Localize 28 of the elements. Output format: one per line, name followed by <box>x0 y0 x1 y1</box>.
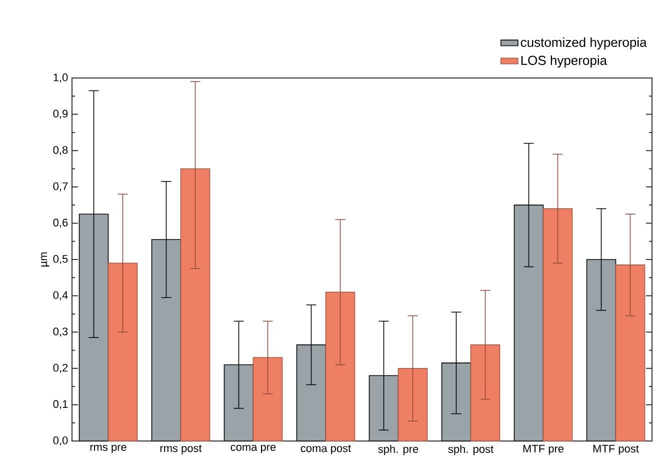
bar <box>615 264 646 442</box>
legend-label: customized hyperopia <box>520 37 647 50</box>
bar <box>252 357 283 442</box>
x-tick-label: MTF post <box>593 444 639 455</box>
bar <box>325 292 356 442</box>
x-tick-label: sph. pre <box>378 444 418 456</box>
x-tick-label: sph. post <box>448 444 494 456</box>
bar <box>180 168 210 442</box>
y-tick-label: 0,2 <box>53 364 68 373</box>
y-tick-label: 0,0 <box>53 436 68 446</box>
y-tick-label: 0,4 <box>53 291 68 300</box>
y-tick-label: 1,0 <box>54 73 68 83</box>
y-tick-label: 0,6 <box>53 218 68 228</box>
bar <box>108 262 138 442</box>
y-tick-label: 0,9 <box>53 110 68 119</box>
y-tick-label: 0,5 <box>53 254 68 264</box>
x-tick-label: rms post <box>160 444 202 454</box>
x-tick-label: coma post <box>300 444 352 454</box>
y-tick-label: 0,8 <box>53 146 68 156</box>
x-tick-label: MTF pre <box>523 444 564 455</box>
bar <box>542 208 573 442</box>
y-tick-label: 0,1 <box>53 400 68 410</box>
x-tick-label: rms pre <box>90 444 126 454</box>
y-tick-label: 0,7 <box>53 182 68 192</box>
x-tick-label: coma pre <box>230 444 276 454</box>
y-tick-label: 0,3 <box>53 328 68 337</box>
y-axis-title: µm <box>41 252 50 266</box>
legend-label: LOS hyperopia <box>521 55 608 68</box>
